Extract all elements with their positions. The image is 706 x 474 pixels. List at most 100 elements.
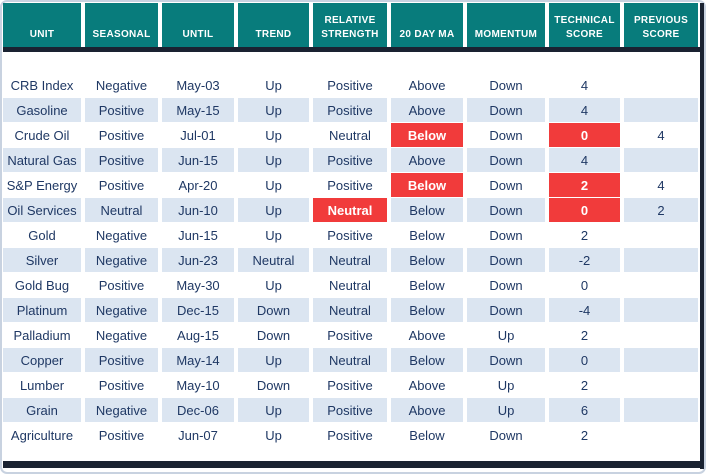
cell-technical-score: -2 (549, 248, 620, 272)
cell-technical-score: 6 (549, 398, 620, 422)
column-header-until: UNTIL (162, 3, 234, 47)
cell-unit: Agriculture (3, 423, 81, 447)
cell-20-day-ma: Above (391, 98, 463, 122)
table-row: Platinum Negative Dec-15 Down Neutral Below Do… (3, 298, 700, 322)
cell-relative-strength: Positive (313, 373, 387, 397)
cell-seasonal: Positive (85, 148, 158, 172)
cell-until: Dec-15 (162, 298, 234, 322)
table-row: Grain Negative Dec-06 Up Positive Above Up 6 (3, 398, 700, 422)
cell-previous-score: 4 (624, 123, 698, 147)
cell-relative-strength: Neutral (313, 298, 387, 322)
cell-momentum: Down (467, 423, 545, 447)
cell-previous-score (624, 148, 698, 172)
cell-seasonal: Negative (85, 398, 158, 422)
cell-seasonal: Positive (85, 423, 158, 447)
cell-previous-score (624, 373, 698, 397)
cell-trend: Down (238, 373, 309, 397)
cell-unit: Oil Services (3, 198, 81, 222)
cell-relative-strength: Neutral (313, 123, 387, 147)
cell-trend: Up (238, 148, 309, 172)
table-row: CRB Index Negative May-03 Up Positive Above Do… (3, 73, 700, 97)
cell-unit: Gold Bug (3, 273, 81, 297)
table-row: Gold Bug Positive May-30 Up Neutral Below Down… (3, 273, 700, 297)
cell-until: Jun-07 (162, 423, 234, 447)
cell-unit: S&P Energy (3, 173, 81, 197)
table-body: CRB Index Negative May-03 Up Positive Above Do… (3, 73, 700, 447)
cell-20-day-ma: Below (391, 173, 463, 197)
cell-momentum: Down (467, 73, 545, 97)
cell-20-day-ma: Below (391, 123, 463, 147)
cell-momentum: Down (467, 223, 545, 247)
column-header-previous-score: PREVIOUS SCORE (624, 3, 698, 47)
cell-technical-score: 0 (549, 348, 620, 372)
cell-seasonal: Negative (85, 73, 158, 97)
cell-until: Aug-15 (162, 323, 234, 347)
cell-momentum: Up (467, 398, 545, 422)
cell-momentum: Down (467, 98, 545, 122)
table-row: Crude Oil Positive Jul-01 Up Neutral Below Dow… (3, 123, 700, 147)
table-row: S&P Energy Positive Apr-20 Up Positive Below D… (3, 173, 700, 197)
cell-trend: Up (238, 198, 309, 222)
table-row: Palladium Negative Aug-15 Down Positive Above… (3, 323, 700, 347)
cell-until: Jul-01 (162, 123, 234, 147)
column-header-technical-score: TECHNICAL SCORE (549, 3, 620, 47)
cell-technical-score: 2 (549, 323, 620, 347)
cell-momentum: Down (467, 273, 545, 297)
cell-momentum: Down (467, 198, 545, 222)
cell-relative-strength: Positive (313, 423, 387, 447)
cell-previous-score: 4 (624, 173, 698, 197)
cell-trend: Up (238, 173, 309, 197)
spacer-row (3, 52, 700, 73)
cell-seasonal: Positive (85, 173, 158, 197)
cell-previous-score (624, 348, 698, 372)
cell-seasonal: Positive (85, 373, 158, 397)
cell-trend: Up (238, 348, 309, 372)
cell-20-day-ma: Below (391, 348, 463, 372)
cell-20-day-ma: Above (391, 373, 463, 397)
cell-until: May-03 (162, 73, 234, 97)
cell-technical-score: 4 (549, 73, 620, 97)
cell-20-day-ma: Below (391, 273, 463, 297)
cell-technical-score: 4 (549, 148, 620, 172)
cell-unit: Grain (3, 398, 81, 422)
cell-unit: Natural Gas (3, 148, 81, 172)
cell-unit: Copper (3, 348, 81, 372)
cell-relative-strength: Neutral (313, 348, 387, 372)
cell-relative-strength: Positive (313, 398, 387, 422)
table-header-row: UNIT SEASONAL UNTIL TREND RELATIVE STREN… (3, 3, 700, 47)
table-row: Oil Services Neutral Jun-10 Up Neutral Below D… (3, 198, 700, 222)
cell-technical-score: 2 (549, 373, 620, 397)
cell-seasonal: Positive (85, 123, 158, 147)
cell-seasonal: Negative (85, 298, 158, 322)
cell-trend: Up (238, 73, 309, 97)
cell-trend: Up (238, 223, 309, 247)
cell-trend: Up (238, 273, 309, 297)
cell-previous-score: 2 (624, 198, 698, 222)
cell-20-day-ma: Above (391, 398, 463, 422)
cell-technical-score: 0 (549, 273, 620, 297)
cell-relative-strength: Positive (313, 173, 387, 197)
cell-unit: Lumber (3, 373, 81, 397)
bottom-spacer (3, 448, 700, 461)
cell-technical-score: 4 (549, 98, 620, 122)
column-header-relative-strength: RELATIVE STRENGTH (313, 3, 387, 47)
table-row: Gold Negative Jun-15 Up Positive Below Down 2 (3, 223, 700, 247)
cell-until: Jun-23 (162, 248, 234, 272)
cell-trend: Up (238, 98, 309, 122)
cell-20-day-ma: Above (391, 148, 463, 172)
column-header-unit: UNIT (3, 3, 81, 47)
cell-until: May-15 (162, 98, 234, 122)
cell-seasonal: Neutral (85, 198, 158, 222)
table-bottom-border (3, 461, 700, 468)
cell-relative-strength: Positive (313, 148, 387, 172)
column-header-momentum: MOMENTUM (467, 3, 545, 47)
cell-until: Dec-06 (162, 398, 234, 422)
cell-momentum: Down (467, 348, 545, 372)
table-row: Natural Gas Positive Jun-15 Up Positive Above… (3, 148, 700, 172)
cell-momentum: Down (467, 298, 545, 322)
cell-until: May-30 (162, 273, 234, 297)
cell-technical-score: 2 (549, 173, 620, 197)
cell-previous-score (624, 423, 698, 447)
cell-previous-score (624, 98, 698, 122)
